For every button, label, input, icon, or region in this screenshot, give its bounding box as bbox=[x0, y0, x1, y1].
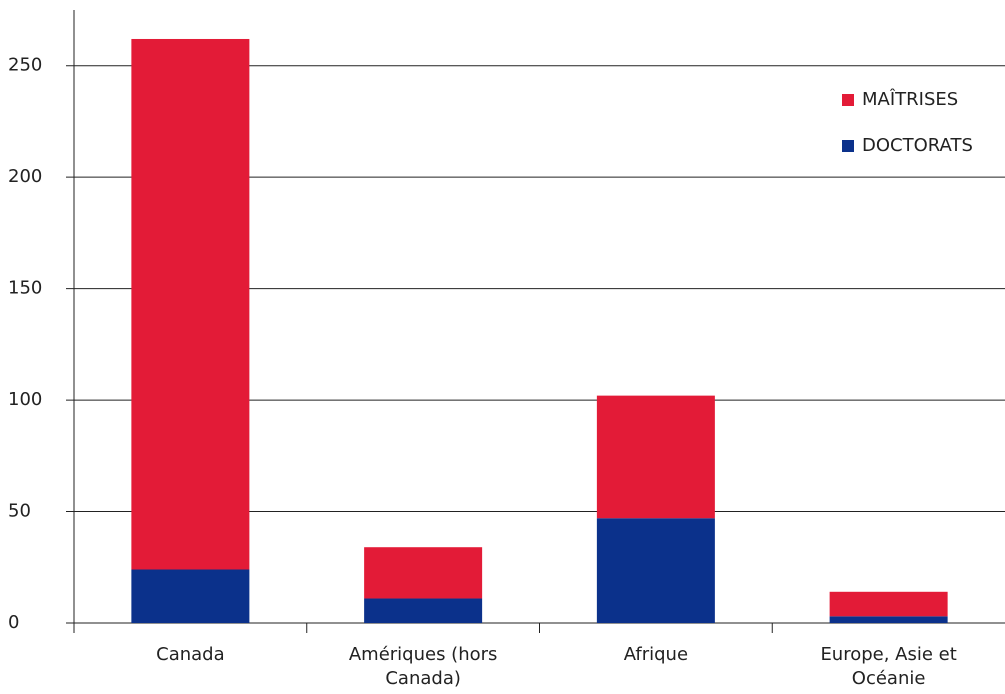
bar-segment bbox=[596, 395, 715, 519]
y-tick-label: 200 bbox=[8, 166, 42, 187]
bar-segment bbox=[829, 591, 948, 617]
legend-swatch bbox=[842, 94, 854, 106]
y-tick-label: 50 bbox=[8, 501, 31, 522]
y-tick-label: 100 bbox=[8, 389, 42, 410]
x-tick-label: Afrique bbox=[623, 644, 689, 665]
bar-segment bbox=[596, 518, 715, 623]
x-tick-label: Europe, Asie et Océanie bbox=[820, 644, 957, 689]
y-tick-label: 250 bbox=[8, 55, 42, 76]
x-tick-label: Amériques (hors Canada) bbox=[348, 644, 498, 689]
legend-label: MAÎTRISES bbox=[862, 88, 958, 110]
legend-swatch bbox=[842, 140, 854, 152]
legend-label: DOCTORATS bbox=[862, 135, 973, 156]
bar-segment bbox=[364, 598, 483, 623]
y-tick-label: 0 bbox=[8, 612, 19, 633]
y-tick-label: 150 bbox=[8, 278, 42, 299]
bar-segment bbox=[131, 38, 250, 570]
bar-segment bbox=[131, 569, 250, 623]
bar-segment bbox=[829, 616, 948, 623]
x-tick-label: Canada bbox=[156, 644, 225, 665]
bar-segment bbox=[364, 547, 483, 599]
